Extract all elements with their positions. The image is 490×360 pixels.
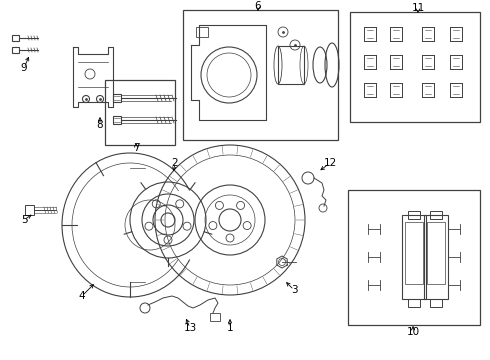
Bar [105,80,175,145]
Text: 3: 3 [291,285,297,295]
Text: 13: 13 [183,323,196,333]
Text: 11: 11 [412,3,425,13]
Text: 5: 5 [21,215,27,225]
Bar [348,190,480,325]
Text: 10: 10 [406,327,419,337]
Bar [113,116,121,124]
Text: 7: 7 [133,143,139,153]
Text: 2: 2 [172,158,178,168]
Bar [424,215,448,299]
Bar [402,215,426,299]
Bar [405,222,423,284]
Bar [183,10,338,140]
Bar [196,27,208,37]
Bar [427,222,445,284]
Text: 4: 4 [79,291,85,301]
Bar [350,12,480,122]
Text: 1: 1 [227,323,233,333]
Bar [430,211,442,219]
Bar [430,299,442,307]
Bar [12,47,19,53]
Text: 6: 6 [255,1,261,11]
Bar [408,299,420,307]
Bar [210,313,220,321]
Text: 12: 12 [323,158,337,168]
Text: 9: 9 [21,63,27,73]
Bar [408,211,420,219]
Text: 8: 8 [97,120,103,130]
Bar [25,205,34,215]
Bar [113,94,121,102]
Bar [278,46,304,84]
Bar [12,35,19,41]
